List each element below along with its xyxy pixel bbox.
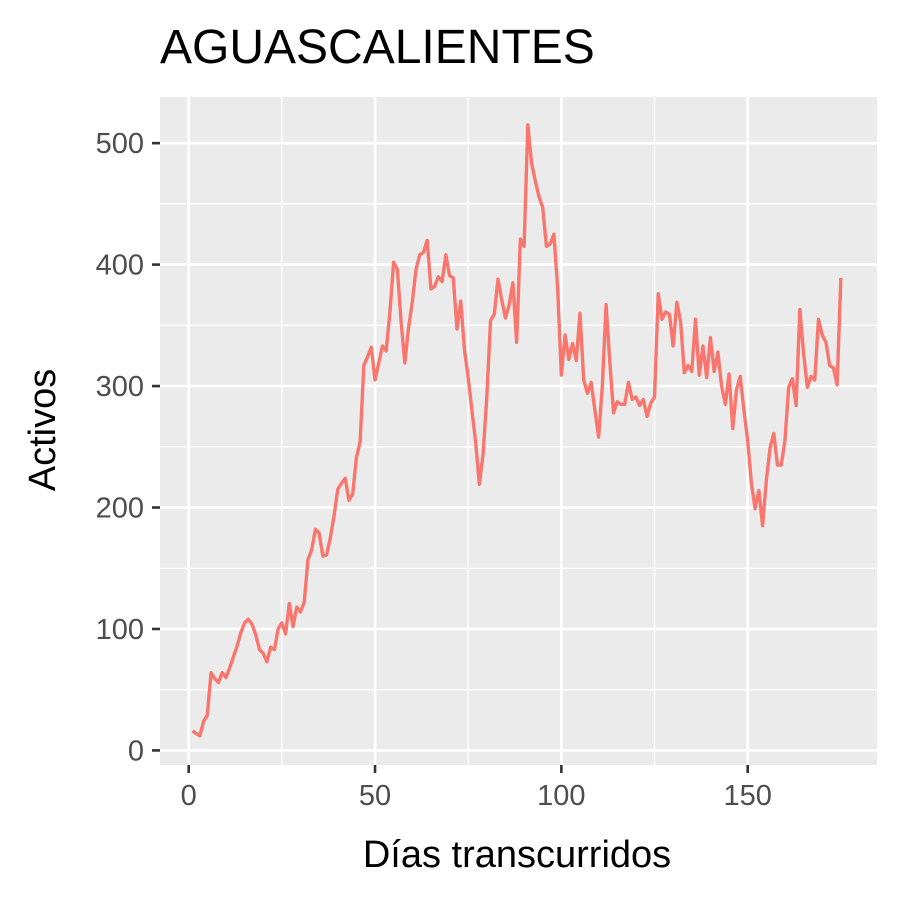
x-axis-title: Días transcurridos	[363, 834, 671, 876]
x-tick-label: 100	[537, 780, 585, 812]
y-tick-label: 100	[96, 614, 144, 646]
plot-panel	[160, 97, 877, 765]
y-tick-label: 300	[96, 371, 144, 403]
x-tick-label: 0	[181, 780, 197, 812]
y-axis: 0 100 200 300 400 500	[96, 128, 160, 767]
y-tick-label: 400	[96, 250, 144, 282]
x-tick-label: 150	[723, 780, 771, 812]
x-axis: 0 50 100 150	[181, 765, 772, 812]
y-tick-label: 200	[96, 493, 144, 525]
chart-title: AGUASCALIENTES	[160, 21, 595, 74]
y-tick-label: 500	[96, 128, 144, 160]
y-axis-title: Activos	[22, 369, 64, 491]
series-line-activos	[191, 123, 843, 738]
y-tick-label: 0	[128, 735, 144, 767]
x-tick-label: 50	[359, 780, 391, 812]
minor-gridlines	[160, 97, 877, 765]
